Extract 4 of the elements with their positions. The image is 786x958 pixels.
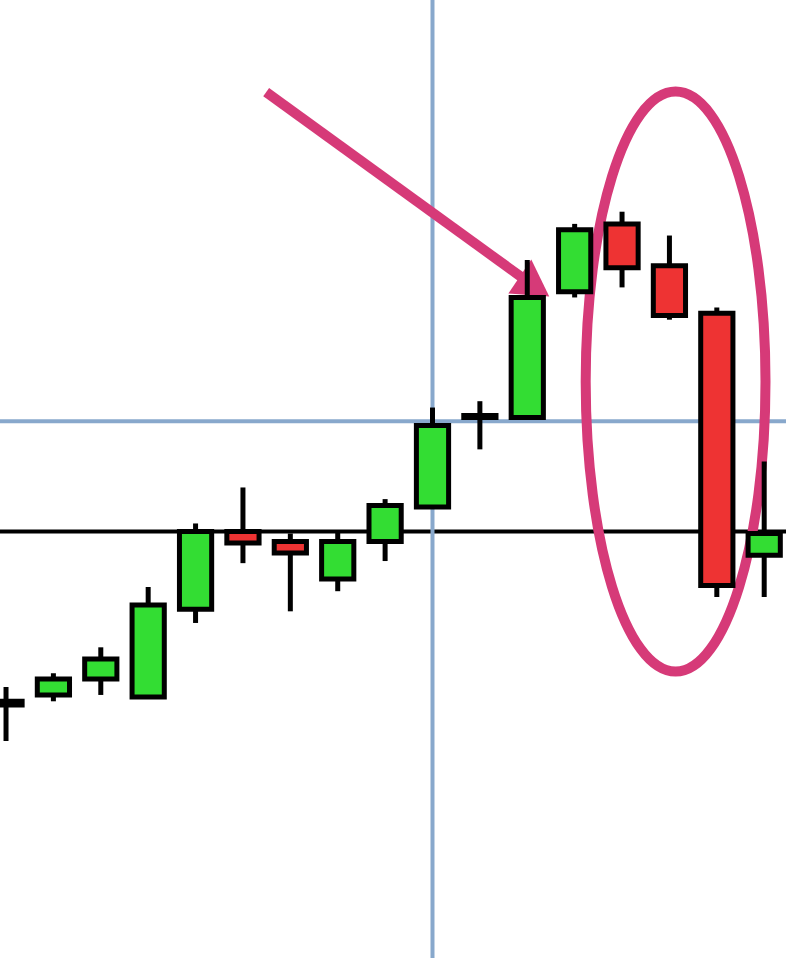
candlestick <box>603 209 641 290</box>
candlestick <box>82 644 120 698</box>
candlestick <box>461 398 499 452</box>
candlestick <box>34 670 73 704</box>
